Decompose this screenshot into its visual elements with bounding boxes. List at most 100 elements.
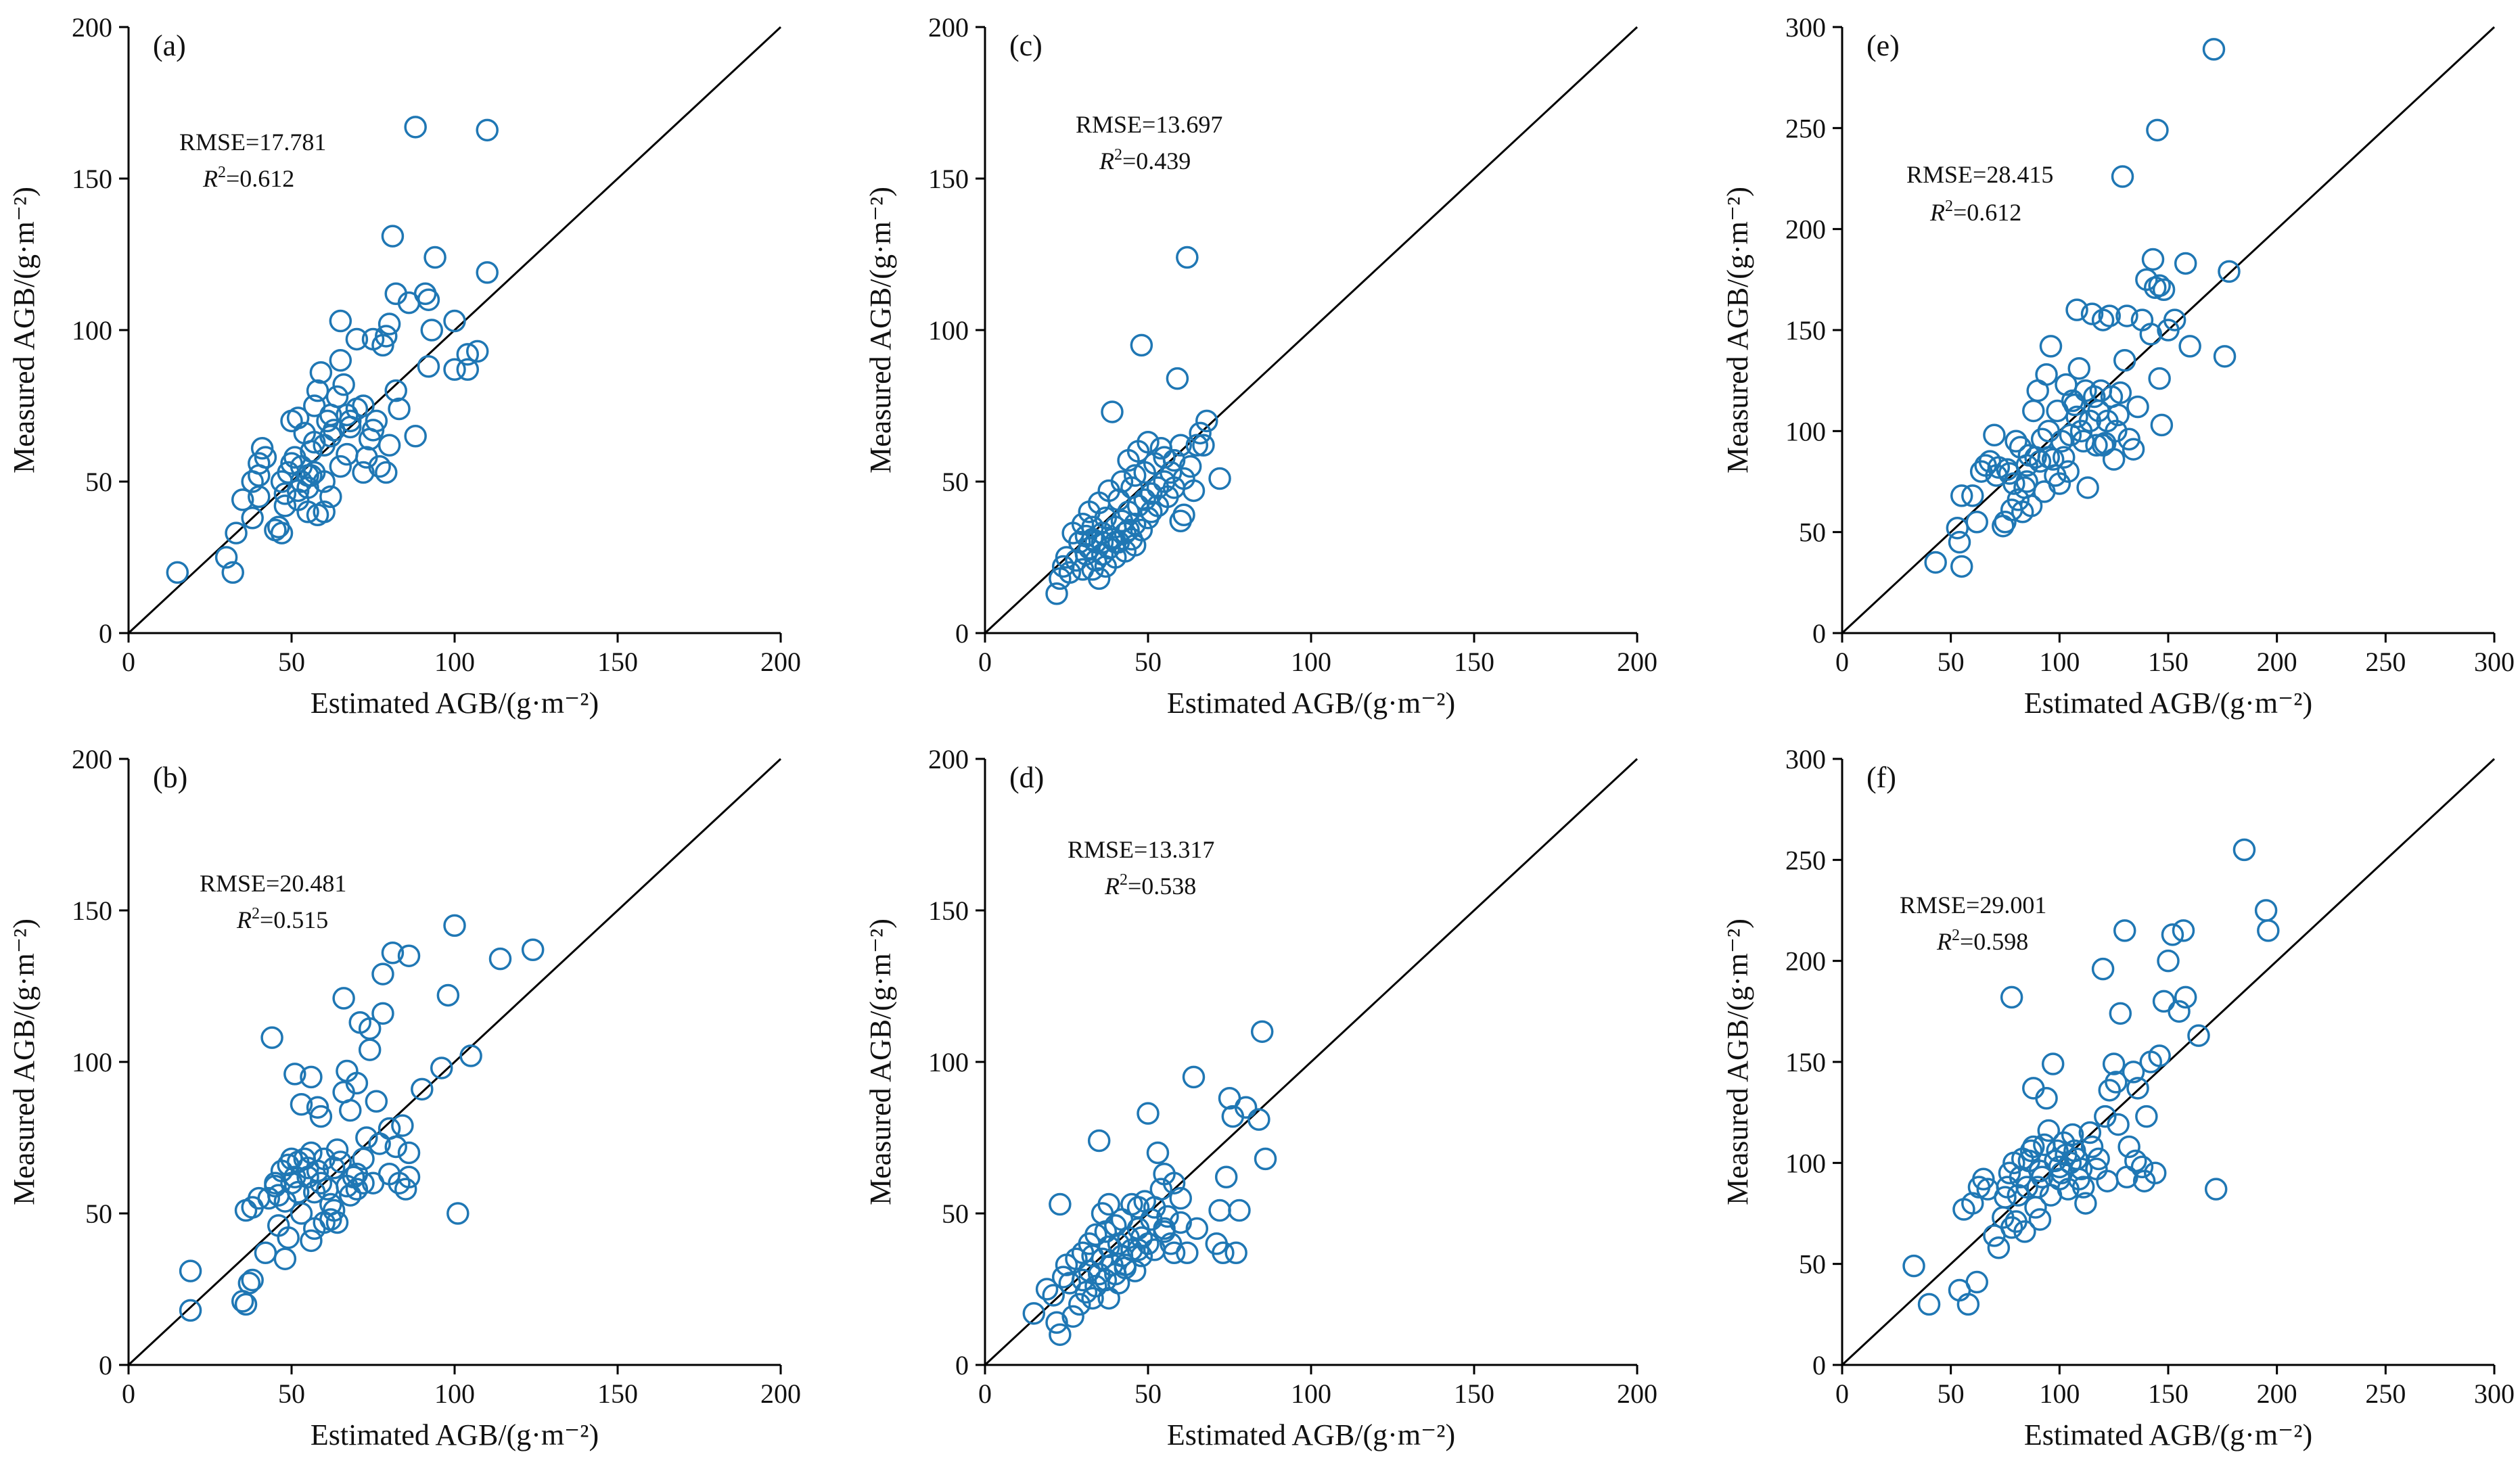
data-point: [302, 461, 326, 484]
data-point: [404, 425, 427, 448]
data-point: [2069, 1157, 2093, 1181]
data-point: [377, 312, 401, 335]
data-point: [2111, 165, 2134, 188]
data-point: [2019, 494, 2043, 517]
x-tick-label: 0: [978, 1378, 992, 1409]
data-point: [2041, 1052, 2065, 1075]
data-point: [2065, 298, 2088, 321]
data-point: [2122, 438, 2145, 461]
data-point: [2022, 399, 2045, 423]
data-point: [306, 1159, 329, 1183]
data-point: [1101, 400, 1124, 423]
data-point: [2002, 472, 2025, 495]
data-point: [264, 1174, 287, 1198]
panel-label: (d): [1009, 761, 1044, 794]
data-point: [1126, 1196, 1150, 1219]
data-point: [1185, 434, 1209, 457]
data-point: [397, 944, 421, 967]
data-point: [273, 494, 297, 517]
data-point: [1162, 1241, 1186, 1264]
data-point: [345, 1163, 369, 1186]
data-point: [1153, 446, 1176, 469]
data-point: [417, 288, 440, 311]
data-point: [2218, 260, 2241, 283]
data-point: [319, 485, 342, 509]
data-point: [2130, 1155, 2154, 1179]
y-tick-label: 50: [942, 1199, 969, 1229]
data-point: [2148, 1044, 2171, 1067]
data-point: [1208, 467, 1231, 490]
data-point: [1924, 551, 1947, 574]
data-point: [2074, 1192, 2097, 1215]
data-point: [391, 1114, 414, 1137]
data-point: [358, 1038, 382, 1061]
data-point: [2091, 434, 2115, 457]
y-tick-label: 200: [1785, 214, 1826, 245]
data-point: [365, 1090, 388, 1113]
data-point: [2053, 446, 2076, 469]
data-point: [2107, 1113, 2130, 1136]
data-point: [2117, 427, 2140, 451]
data-point: [1178, 455, 1202, 478]
x-tick-label: 200: [1617, 1378, 1657, 1409]
data-point: [384, 379, 407, 402]
scatter-panel-e: 0 0 50 50 100 100 150 150 200 200 250 250 300 300 Esti…: [1714, 0, 2520, 730]
data-point: [1961, 1192, 1984, 1215]
data-point: [430, 1056, 453, 1079]
data-point: [290, 1202, 313, 1225]
x-tick-label: 50: [278, 647, 305, 677]
data-point: [2109, 1002, 2132, 1025]
data-point: [1228, 1199, 1251, 1222]
r2-annotation: R2=0.439: [1099, 146, 1191, 175]
data-point: [1156, 1205, 1179, 1228]
data-point: [273, 482, 297, 505]
data-point: [260, 1026, 283, 1049]
data-point: [332, 987, 355, 1010]
y-tick-label: 0: [1812, 618, 1826, 649]
data-point: [241, 507, 264, 530]
chart-svg-c: 00 50 50 100 100 150 150 200 200 Estimated AGB/(g…: [864, 12, 1657, 720]
data-point: [2109, 381, 2132, 404]
data-point: [2037, 1119, 2061, 1142]
panel-label: (f): [1866, 761, 1896, 794]
data-point: [2037, 446, 2061, 469]
data-point: [1140, 501, 1163, 524]
x-axis-label: Estimated AGB/(g·m⁻²): [1167, 1418, 1455, 1452]
y-tick-label: 150: [72, 164, 112, 194]
data-point: [1146, 1141, 1170, 1165]
data-point: [1107, 1272, 1130, 1295]
x-tick-label: 100: [1291, 647, 1331, 677]
data-point: [2148, 274, 2171, 298]
panel-label: (a): [153, 29, 186, 62]
data-point: [345, 1178, 369, 1201]
data-point: [179, 1259, 202, 1282]
data-point: [2146, 118, 2169, 142]
x-tick-label: 200: [760, 1378, 801, 1409]
data-point: [371, 1002, 394, 1025]
data-point: [375, 325, 398, 348]
data-point: [443, 914, 466, 937]
data-point: [2213, 345, 2237, 368]
data-point: [1130, 1226, 1153, 1249]
x-tick-label: 100: [434, 647, 475, 677]
y-tick-label: 100: [928, 315, 969, 346]
x-tick-label: 0: [978, 647, 992, 677]
data-point: [329, 309, 352, 333]
data-point: [388, 397, 411, 421]
data-point: [1061, 1305, 1084, 1328]
data-point: [309, 361, 333, 384]
data-point: [2022, 1077, 2045, 1100]
panel-label: (b): [153, 761, 187, 794]
y-tick-label: 50: [1799, 517, 1826, 548]
data-point: [2082, 385, 2106, 409]
data-point: [2178, 335, 2201, 358]
y-tick-label: 150: [1785, 1047, 1826, 1077]
data-point: [361, 419, 385, 442]
data-point: [2048, 1155, 2071, 1179]
data-point: [2015, 454, 2038, 477]
x-tick-label: 0: [1835, 1378, 1849, 1409]
x-axis-label: Estimated AGB/(g·m⁻²): [311, 1418, 599, 1452]
data-point: [1169, 1186, 1192, 1210]
data-point: [1956, 1293, 1980, 1316]
data-point: [1065, 1247, 1088, 1270]
